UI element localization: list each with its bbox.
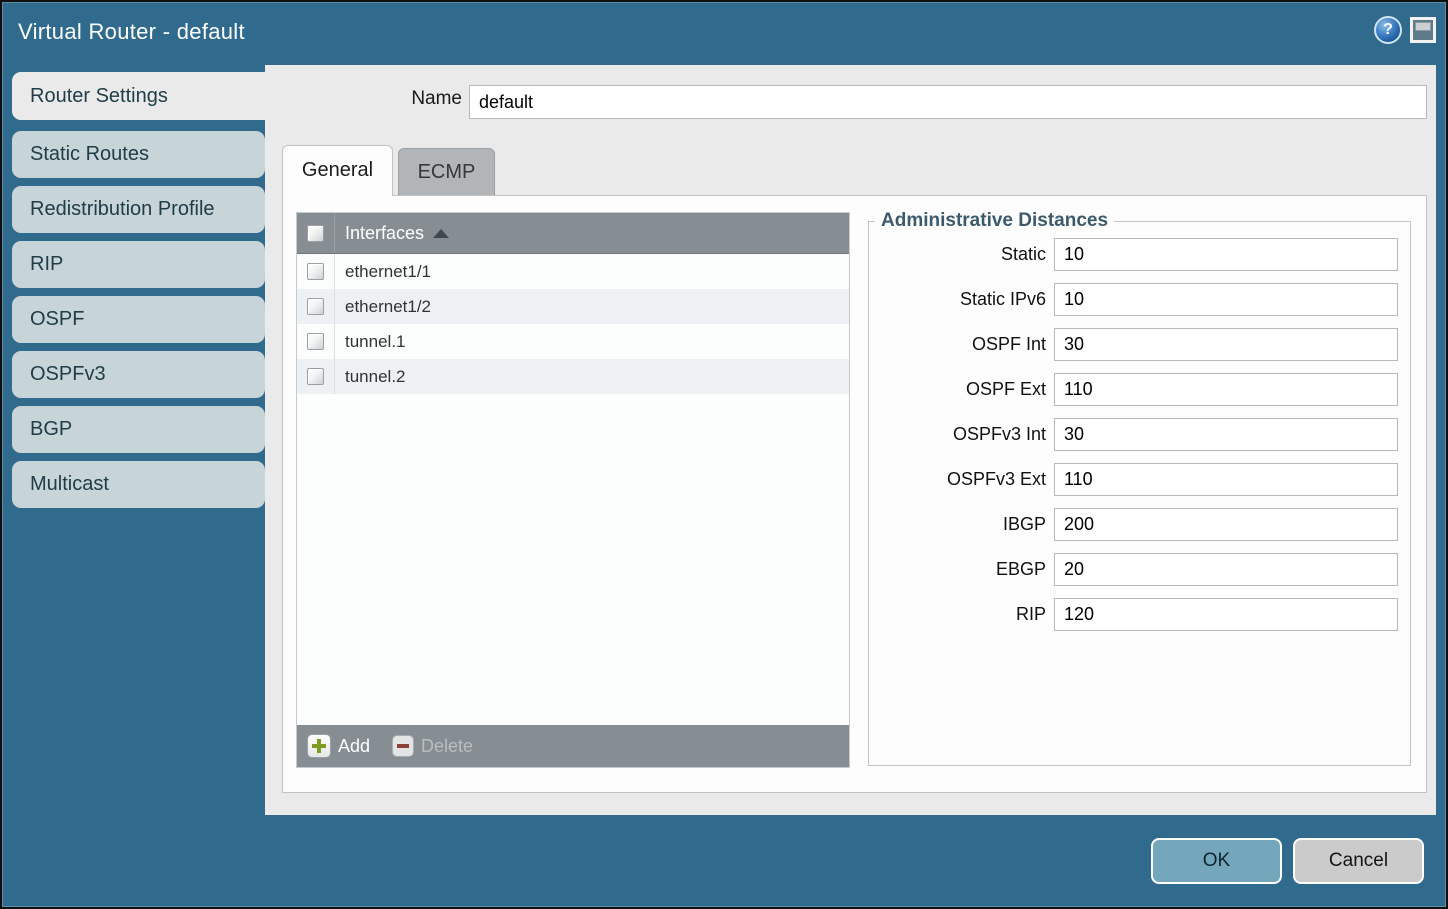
row-checkbox[interactable] [307,298,324,315]
distance-field-row: Static IPv6 [869,283,1398,316]
interfaces-column-header[interactable]: Interfaces [345,222,425,243]
table-row[interactable]: tunnel.1 [297,324,849,359]
distance-input[interactable] [1054,238,1398,271]
distance-input[interactable] [1054,598,1398,631]
distance-input[interactable] [1054,508,1398,541]
table-row[interactable]: ethernet1/1 [297,254,849,289]
sort-ascending-icon[interactable] [433,228,450,238]
tab-general[interactable]: General [282,145,393,196]
delete-button[interactable]: Delete [392,735,473,757]
help-icon[interactable]: ? [1374,16,1402,44]
row-checkbox-cell [297,324,335,359]
name-label: Name [411,88,462,109]
general-tab-panel: Interfaces ethernet1/1 [282,195,1427,793]
plus-icon [307,734,331,758]
row-checkbox-cell [297,254,335,289]
row-checkbox[interactable] [307,333,324,350]
interface-name: tunnel.1 [345,331,406,351]
window-icon-frame [1413,20,1433,40]
sidebar-item-multicast[interactable]: Multicast [12,461,265,508]
sidebar-item-rip[interactable]: RIP [12,241,265,288]
interfaces-table-header[interactable]: Interfaces [297,213,849,254]
table-row[interactable]: tunnel.2 [297,359,849,394]
distance-field-row: IBGP [869,508,1398,541]
add-button-label: Add [338,735,371,756]
row-checkbox-cell [297,359,335,394]
admin-distances-fieldset: Administrative Distances Static Static I… [868,210,1411,766]
window-icon[interactable] [1410,17,1436,43]
distance-input[interactable] [1054,463,1398,496]
window-icon-glyph [1415,22,1431,31]
distance-field-label: Static IPv6 [959,289,1046,309]
interfaces-table-footer: Add Delete [297,725,849,767]
row-checkbox-cell [297,289,335,324]
interface-name: tunnel.2 [345,366,406,386]
sidebar-item-ospf[interactable]: OSPF [12,296,265,343]
distance-field-row: Static [869,238,1398,271]
distance-field-label: EBGP [995,559,1046,579]
table-empty-area [297,394,849,725]
distance-field-label: OSPFv3 Int [952,424,1046,444]
distance-field-row: OSPFv3 Int [869,418,1398,451]
minus-icon [392,735,415,757]
dialog-title: Virtual Router - default [18,19,245,44]
sidebar-item-static-routes[interactable]: Static Routes [12,131,265,178]
distance-field-label: Static [1000,244,1046,264]
dialog-body: Name General ECMP Interfaces [265,65,1436,815]
select-all-checkbox[interactable] [307,224,324,242]
sidebar-item-bgp[interactable]: BGP [12,406,265,453]
admin-distances-rows: Static Static IPv6 OSPF Int [869,238,1410,631]
distance-input[interactable] [1054,328,1398,361]
sidebar: Router Settings Static Routes Redistributi… [12,72,265,516]
select-all-cell [297,213,335,253]
sidebar-item-redistribution-profile[interactable]: Redistribution Profile [12,186,265,233]
ok-button[interactable]: OK [1151,838,1282,884]
tab-ecmp[interactable]: ECMP [398,148,495,196]
admin-distances-legend: Administrative Distances [881,210,1109,231]
distance-field-label: OSPF Int [971,334,1046,354]
interface-name: ethernet1/2 [345,296,432,316]
distance-field-row: RIP [869,598,1398,631]
distance-field-label: OSPFv3 Ext [946,469,1046,489]
distance-field-label: OSPF Ext [965,379,1046,399]
distance-field-row: OSPF Int [869,328,1398,361]
sidebar-item-ospfv3[interactable]: OSPFv3 [12,351,265,398]
distance-input[interactable] [1054,373,1398,406]
sidebar-item-router-settings[interactable]: Router Settings [12,72,265,120]
distance-field-label: RIP [1015,604,1046,624]
interfaces-table: Interfaces ethernet1/1 [296,212,850,768]
distance-input[interactable] [1054,418,1398,451]
interface-name: ethernet1/1 [345,261,432,281]
distance-field-row: OSPF Ext [869,373,1398,406]
distance-field-row: EBGP [869,553,1398,586]
row-checkbox[interactable] [307,263,324,280]
interfaces-table-body: ethernet1/1 ethernet1/2 [297,254,849,394]
table-row[interactable]: ethernet1/2 [297,289,849,324]
distance-input[interactable] [1054,553,1398,586]
add-button[interactable]: Add [307,734,370,758]
cancel-button[interactable]: Cancel [1293,838,1424,884]
title-bar: Virtual Router - default ? [2,2,1446,65]
distance-field-label: IBGP [1002,514,1046,534]
delete-button-label: Delete [421,735,474,756]
distance-field-row: OSPFv3 Ext [869,463,1398,496]
name-input[interactable] [469,85,1427,119]
distance-input[interactable] [1054,283,1398,316]
row-checkbox[interactable] [307,368,324,385]
